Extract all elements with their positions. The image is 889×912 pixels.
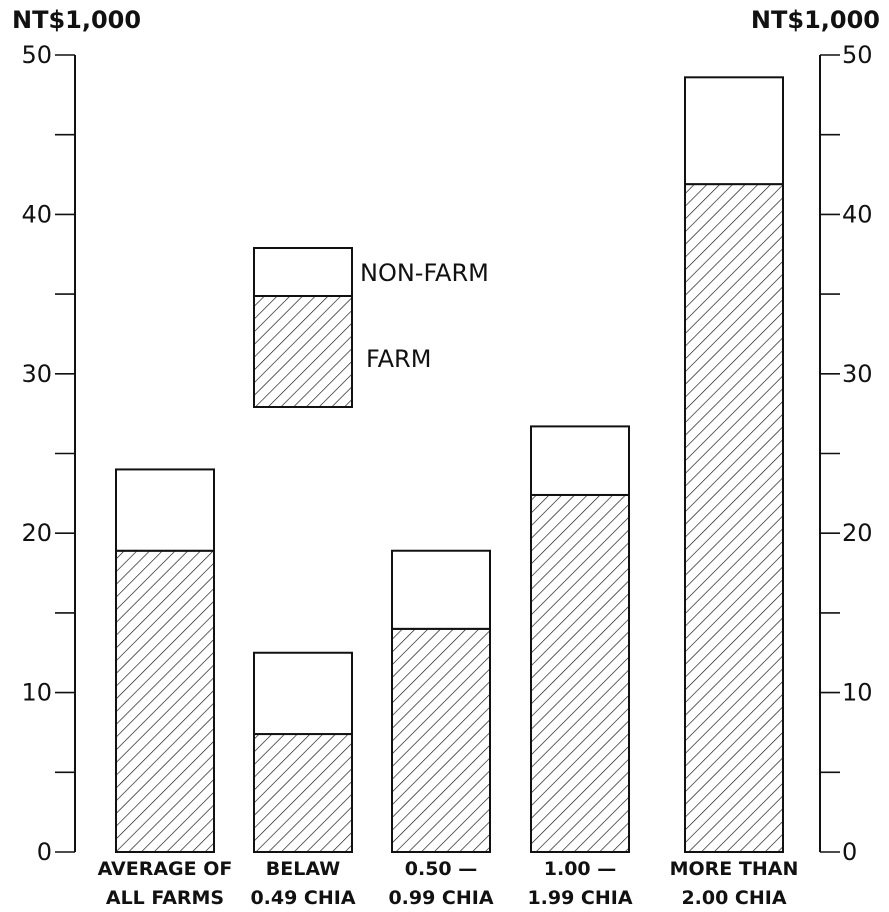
category-label-line2: 0.99 CHIA: [388, 887, 493, 909]
bar-non-farm-3: [530, 425, 630, 496]
bars-group: [115, 76, 784, 854]
left-y-axis-ticks: 0 10 20 30 40 50: [21, 41, 75, 866]
left-axis-unit-label: NT$1,000: [12, 6, 141, 34]
category-label-line1: AVERAGE OF: [98, 858, 233, 880]
right-tick-label: 40: [842, 200, 873, 228]
bar-farm-1: [253, 733, 353, 854]
bar-non-farm-2: [391, 549, 491, 630]
legend: NON-FARM FARM: [253, 247, 489, 408]
category-label-line1: BELAW: [266, 858, 340, 880]
right-tick-label: 0: [842, 838, 857, 866]
bar-non-farm-1: [253, 651, 353, 736]
bar-farm-4: [684, 183, 784, 853]
legend-swatch-non-farm: [253, 247, 353, 297]
category-label-line2: 0.49 CHIA: [250, 887, 355, 909]
bar-farm-0: [115, 549, 215, 853]
category-label-line2: 1.99 CHIA: [527, 887, 632, 909]
right-tick-label: 30: [842, 360, 873, 388]
left-tick-label: 30: [21, 360, 52, 388]
left-tick-label: 50: [21, 41, 52, 69]
left-tick-label: 0: [37, 838, 52, 866]
right-tick-label: 20: [842, 519, 873, 547]
bar-non-farm-0: [115, 468, 215, 552]
category-label-line1: MORE THAN: [670, 858, 799, 880]
left-tick-label: 10: [21, 679, 52, 707]
left-tick-label: 40: [21, 200, 52, 228]
category-label-line1: 0.50 —: [405, 858, 478, 880]
legend-label-farm: FARM: [366, 345, 431, 373]
category-labels: AVERAGE OF ALL FARMS BELAW 0.49 CHIA 0.50 — 0…: [98, 858, 799, 909]
right-y-axis-ticks: 0 10 20 30 40 50: [820, 41, 873, 866]
left-tick-label: 20: [21, 519, 52, 547]
right-tick-label: 10: [842, 679, 873, 707]
category-label-line2: 2.00 CHIA: [681, 887, 786, 909]
category-label-line2: ALL FARMS: [106, 887, 224, 909]
bar-farm-3: [530, 493, 630, 853]
right-axis-unit-label: NT$1,000: [751, 6, 880, 34]
bar-farm-2: [391, 627, 491, 854]
legend-swatch-farm: [253, 295, 353, 408]
right-tick-label: 50: [842, 41, 873, 69]
bar-non-farm-4: [684, 76, 784, 186]
legend-label-non-farm: NON-FARM: [360, 259, 489, 287]
category-label-line1: 1.00 —: [544, 858, 617, 880]
